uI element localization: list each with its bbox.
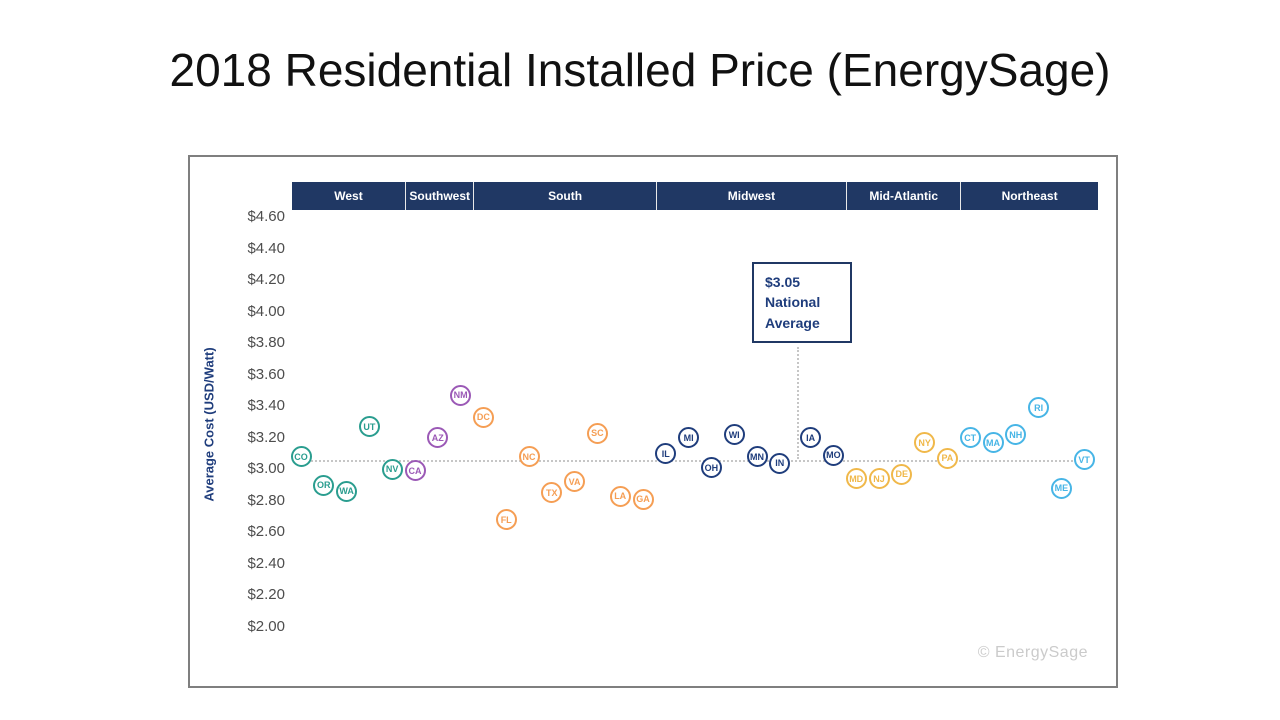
state-marker-ia: IA — [800, 427, 822, 449]
state-marker-wa: WA — [336, 480, 358, 502]
state-marker-mn: MN — [746, 446, 768, 468]
state-marker-az: AZ — [427, 427, 449, 449]
state-marker-nm: NM — [450, 384, 472, 406]
region-header-midwest: Midwest — [656, 182, 848, 210]
state-marker-mo: MO — [822, 444, 844, 466]
y-tick-label: $3.80 — [247, 334, 285, 352]
y-tick-label: $3.20 — [247, 428, 285, 446]
y-tick-label: $3.40 — [247, 397, 285, 415]
y-axis-title: Average Cost (USD/Watt) — [201, 347, 217, 502]
state-marker-nc: NC — [518, 446, 540, 468]
state-marker-wi: WI — [723, 424, 745, 446]
state-marker-nj: NJ — [868, 468, 890, 490]
region-header-west: West — [292, 182, 406, 210]
state-marker-va: VA — [564, 471, 586, 493]
state-marker-md: MD — [845, 468, 867, 490]
chart-frame: West Southwest South Midwest Mid-Atlantic Nor… — [188, 155, 1118, 688]
page-title: 2018 Residential Installed Price (Energy… — [169, 44, 1111, 96]
annotation-value: $3.05 — [765, 274, 801, 290]
state-marker-de: DE — [891, 463, 913, 485]
state-marker-co: CO — [290, 446, 312, 468]
state-marker-sc: SC — [586, 422, 608, 444]
y-tick-label: $3.00 — [247, 460, 285, 478]
region-header-south: South — [474, 182, 657, 210]
state-marker-ma: MA — [982, 432, 1004, 453]
state-marker-ct: CT — [959, 427, 981, 449]
y-tick-label: $2.00 — [247, 618, 285, 635]
annotation-label-line1: National — [765, 294, 821, 311]
state-marker-me: ME — [1050, 477, 1072, 499]
state-marker-nh: NH — [1005, 424, 1027, 446]
y-tick-label: $2.40 — [247, 554, 285, 572]
state-marker-ga: GA — [632, 488, 654, 510]
annotation-label-line2: Average — [765, 314, 820, 331]
state-marker-oh: OH — [700, 457, 722, 479]
region-header-mid-atlantic: Mid-Atlantic — [847, 182, 962, 210]
state-marker-ca: CA — [404, 460, 426, 482]
state-marker-or: OR — [313, 474, 335, 496]
state-marker-vt: VT — [1073, 449, 1095, 471]
region-header: West Southwest South Midwest Mid-Atlantic Nor… — [292, 182, 1098, 210]
region-header-northeast: Northeast — [961, 182, 1098, 210]
state-marker-ut: UT — [358, 416, 380, 438]
annotation-connector-line — [797, 347, 799, 459]
national-average-annotation: $3.05 National Average — [752, 262, 852, 343]
state-marker-pa: PA — [936, 447, 958, 469]
state-marker-fl: FL — [495, 509, 517, 531]
y-tick-label: $2.80 — [247, 491, 285, 509]
y-tick-label: $4.00 — [247, 302, 285, 320]
state-marker-ny: NY — [914, 432, 936, 453]
state-marker-in: IN — [769, 452, 791, 474]
y-tick-label: $2.20 — [247, 586, 285, 604]
y-tick-label: $4.20 — [247, 271, 285, 289]
state-marker-la: LA — [609, 485, 631, 507]
state-marker-nv: NV — [381, 458, 403, 480]
state-marker-dc: DC — [472, 406, 494, 428]
y-tick-label: $3.60 — [247, 365, 285, 383]
y-tick-label: $4.40 — [247, 239, 285, 257]
plot-area: $3.05 National Average CO OR WA UT NV CA AZ NM D… — [290, 217, 1099, 627]
y-tick-label: $2.60 — [247, 523, 285, 541]
state-marker-tx: TX — [541, 482, 563, 504]
energysage-watermark: © EnergySage — [977, 644, 1088, 661]
state-marker-il: IL — [655, 443, 677, 465]
national-average-line — [296, 460, 1080, 463]
state-marker-mi: MI — [678, 427, 700, 449]
region-header-southwest: Southwest — [406, 182, 475, 210]
state-marker-ri: RI — [1028, 397, 1050, 419]
y-tick-label: $4.60 — [247, 208, 285, 225]
